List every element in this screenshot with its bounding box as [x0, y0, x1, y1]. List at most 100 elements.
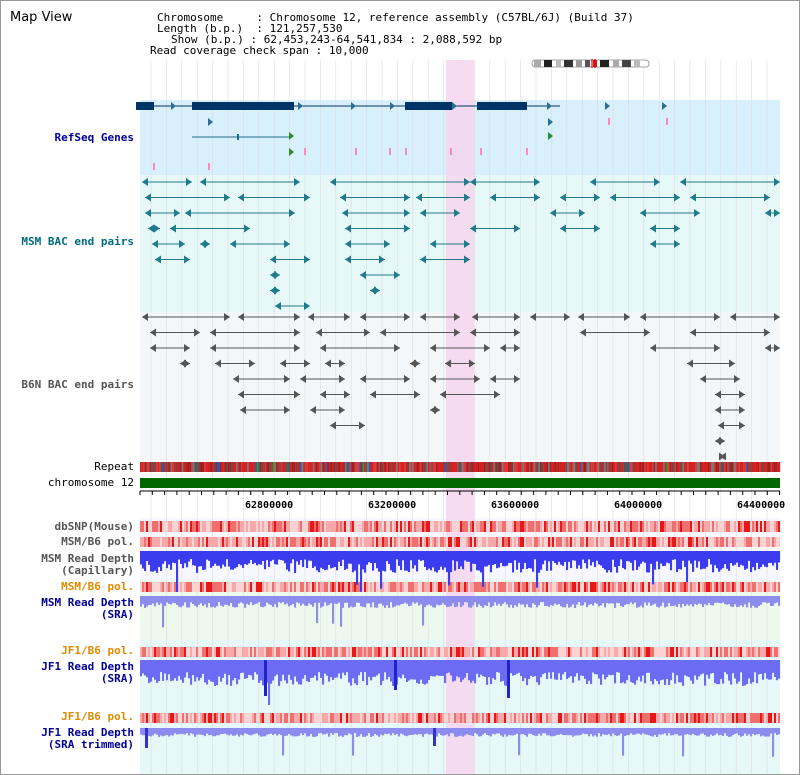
read-depth-bar: [312, 551, 315, 568]
polymorphism-cell: [304, 521, 307, 532]
read-depth-bar: [432, 596, 435, 608]
read-depth-bar: [570, 728, 573, 736]
read-depth-bar: [392, 728, 395, 734]
read-depth-bar: [232, 728, 235, 736]
polymorphism-cell: [146, 521, 149, 532]
polymorphism-cell: [556, 521, 559, 532]
bac-end-marker: [579, 209, 585, 217]
polymorphism-cell: [390, 713, 393, 723]
polymorphism-cell: [656, 521, 659, 532]
polymorphism-cell: [480, 521, 483, 532]
read-depth-bar: [278, 728, 281, 735]
polymorphism-cell: [488, 537, 491, 547]
repeat-segment: [676, 462, 678, 472]
repeat-segment: [690, 462, 693, 472]
read-depth-bar: [210, 551, 213, 568]
polymorphism-cell: [738, 713, 741, 723]
polymorphism-cell: [512, 647, 515, 657]
bac-end-marker: [490, 193, 496, 202]
read-depth-bar: [524, 551, 527, 563]
repeat-segment: [509, 462, 512, 472]
polymorphism-cell: [476, 582, 479, 592]
read-depth-bar: [362, 660, 365, 681]
repeat-segment: [348, 462, 350, 472]
bac-end-marker: [330, 421, 336, 430]
polymorphism-cell: [538, 713, 541, 723]
polymorphism-cell: [548, 713, 551, 723]
read-depth-bar: [572, 660, 575, 683]
repeat-segment: [748, 462, 750, 472]
polymorphism-cell: [770, 647, 773, 657]
polymorphism-cell: [774, 582, 777, 592]
polymorphism-cell: [610, 713, 613, 723]
read-depth-bar: [514, 660, 517, 675]
polymorphism-cell: [308, 582, 311, 592]
polymorphism-cell: [298, 647, 301, 657]
read-depth-bar: [350, 660, 353, 686]
gene-arrow: [548, 132, 553, 140]
read-depth-bar: [158, 660, 161, 682]
chromosome-ideogram[interactable]: [530, 53, 651, 70]
polymorphism-cell: [550, 713, 553, 723]
read-depth-bar: [316, 551, 319, 571]
polymorphism-cell: [518, 713, 521, 723]
repeat-segment: [400, 462, 403, 472]
polymorphism-cell: [558, 647, 561, 657]
polymorphism-cell: [530, 582, 533, 592]
polymorphism-cell: [546, 647, 549, 657]
repeat-segment: [208, 462, 211, 472]
polymorphism-cell: [516, 582, 519, 592]
read-depth-bar: [152, 596, 155, 604]
repeat-segment: [386, 462, 389, 472]
polymorphism-cell: [208, 647, 211, 657]
polymorphism-cell: [324, 582, 327, 592]
polymorphism-cell: [612, 582, 615, 592]
repeat-segment: [229, 462, 232, 472]
read-depth-bar: [462, 728, 465, 737]
repeat-segment: [495, 462, 497, 472]
read-depth-bar: [478, 596, 481, 605]
polymorphism-cell: [410, 647, 413, 657]
polymorphism-cell: [264, 521, 267, 532]
repeat-segment: [234, 462, 237, 472]
read-depth-bar: [202, 728, 205, 736]
repeat-segment: [749, 462, 752, 472]
polymorphism-cell: [560, 582, 563, 592]
polymorphism-cell: [594, 537, 597, 547]
polymorphism-cell: [532, 713, 535, 723]
polymorphism-cell: [766, 713, 769, 723]
polymorphism-cell: [728, 647, 731, 657]
repeat-segment: [378, 462, 381, 472]
read-depth-bar: [484, 660, 487, 677]
bac-end-marker: [300, 375, 306, 383]
polymorphism-cell: [218, 582, 221, 592]
polymorphism-cell: [344, 647, 347, 657]
polymorphism-cell: [384, 647, 387, 657]
polymorphism-cell: [244, 582, 247, 592]
read-depth-bar: [316, 596, 319, 624]
polymorphism-cell: [706, 647, 709, 657]
repeat-segment: [708, 462, 710, 472]
read-depth-bar: [708, 728, 711, 737]
repeat-segment: [618, 462, 621, 472]
read-depth-bar: [610, 660, 613, 676]
polymorphism-cell: [486, 582, 489, 592]
read-depth-bar: [170, 728, 173, 736]
polymorphism-cell: [448, 713, 451, 723]
repeat-segment: [688, 462, 691, 472]
polymorphism-cell: [384, 537, 387, 547]
polymorphism-cell: [322, 521, 325, 532]
polymorphism-cell: [212, 582, 215, 592]
polymorphism-cell: [398, 537, 401, 547]
polymorphism-cell: [426, 521, 429, 532]
polymorphism-cell: [718, 521, 721, 532]
polymorphism-cell: [154, 521, 157, 532]
polymorphism-cell: [496, 521, 499, 532]
polymorphism-cell: [320, 537, 323, 547]
polymorphism-cell: [336, 582, 339, 592]
polymorphism-cell: [714, 521, 717, 532]
read-depth-bar: [354, 596, 357, 607]
read-depth-bar: [518, 660, 521, 673]
read-depth-bar: [376, 728, 379, 736]
